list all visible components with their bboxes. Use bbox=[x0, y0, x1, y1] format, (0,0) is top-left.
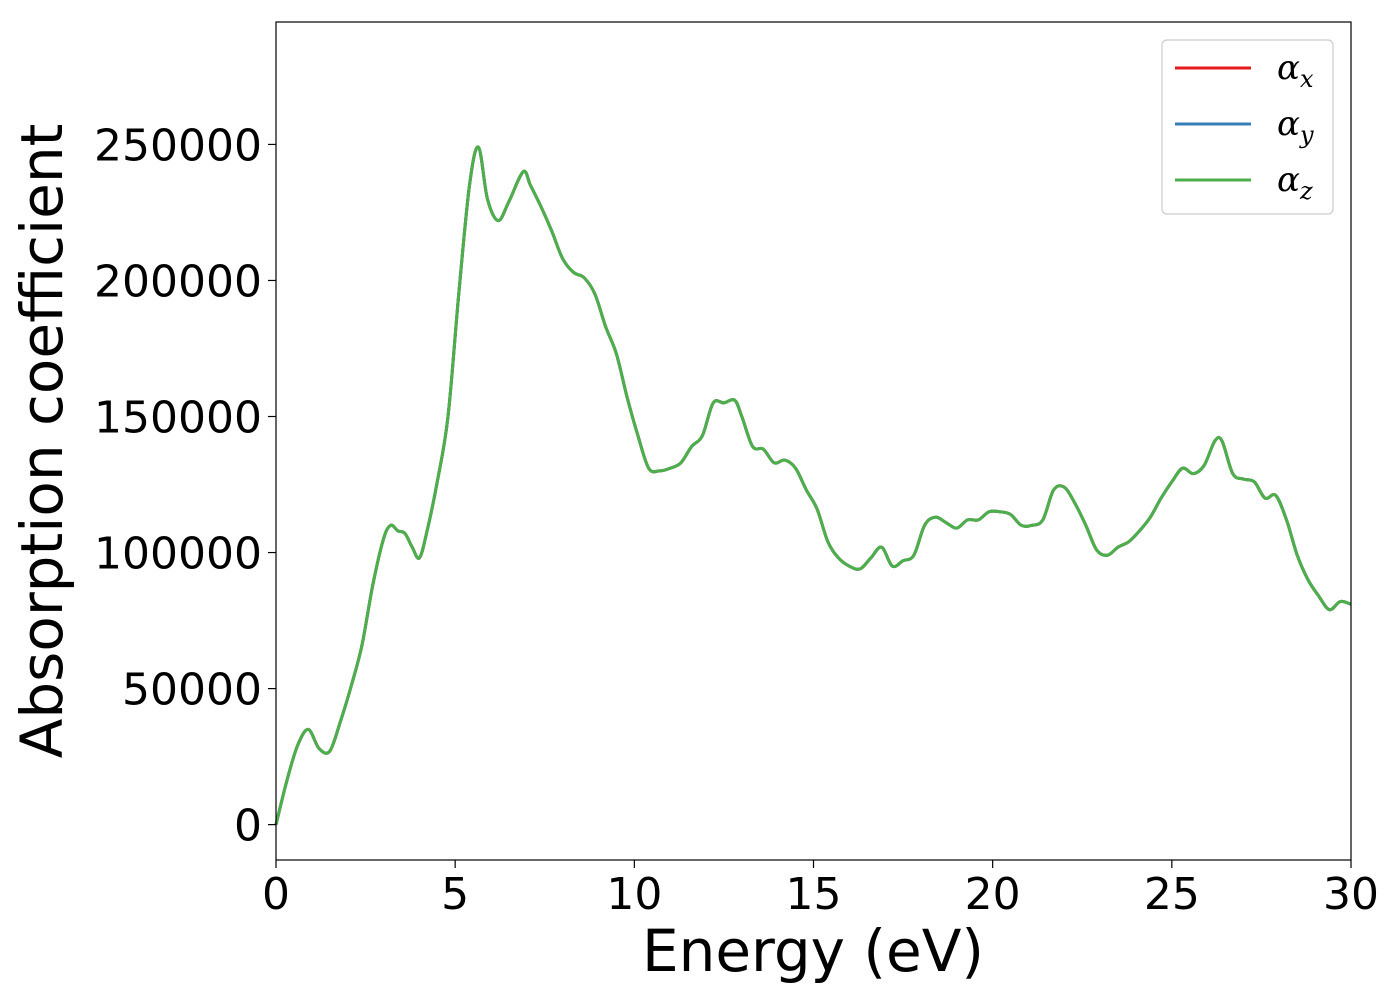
y-tick-label: 250000 bbox=[94, 120, 262, 171]
legend: αx αy αz bbox=[1161, 39, 1334, 215]
series-line-z bbox=[274, 145, 1352, 825]
legend-label-x: αx bbox=[1277, 48, 1314, 93]
legend-items: αx αy αz bbox=[1175, 48, 1314, 205]
y-tick-label: 100000 bbox=[94, 529, 262, 580]
y-axis-title: Absorption coefficient bbox=[8, 124, 76, 759]
series-layer bbox=[274, 145, 1352, 825]
legend-label-y: αy bbox=[1277, 104, 1314, 149]
x-tick-label: 25 bbox=[1144, 869, 1200, 920]
x-axis-title: Energy (eV) bbox=[642, 917, 984, 985]
y-tick-label: 50000 bbox=[122, 665, 262, 716]
y-tick-label: 200000 bbox=[94, 256, 262, 307]
x-tick-label: 0 bbox=[262, 869, 290, 920]
x-tick-label: 5 bbox=[441, 869, 469, 920]
legend-label-z: αz bbox=[1277, 160, 1313, 205]
y-tick-label: 150000 bbox=[94, 393, 262, 444]
x-tick-label: 10 bbox=[606, 869, 662, 920]
y-tick-label: 0 bbox=[234, 801, 262, 852]
legend-box bbox=[1161, 39, 1334, 215]
x-axis-ticks: 0 5 10 15 20 25 30 bbox=[262, 860, 1379, 920]
x-tick-label: 15 bbox=[786, 869, 842, 920]
x-tick-label: 20 bbox=[965, 869, 1021, 920]
y-axis-ticks: 0 50000 100000 150000 200000 250000 bbox=[94, 120, 276, 852]
x-tick-label: 30 bbox=[1323, 869, 1379, 920]
